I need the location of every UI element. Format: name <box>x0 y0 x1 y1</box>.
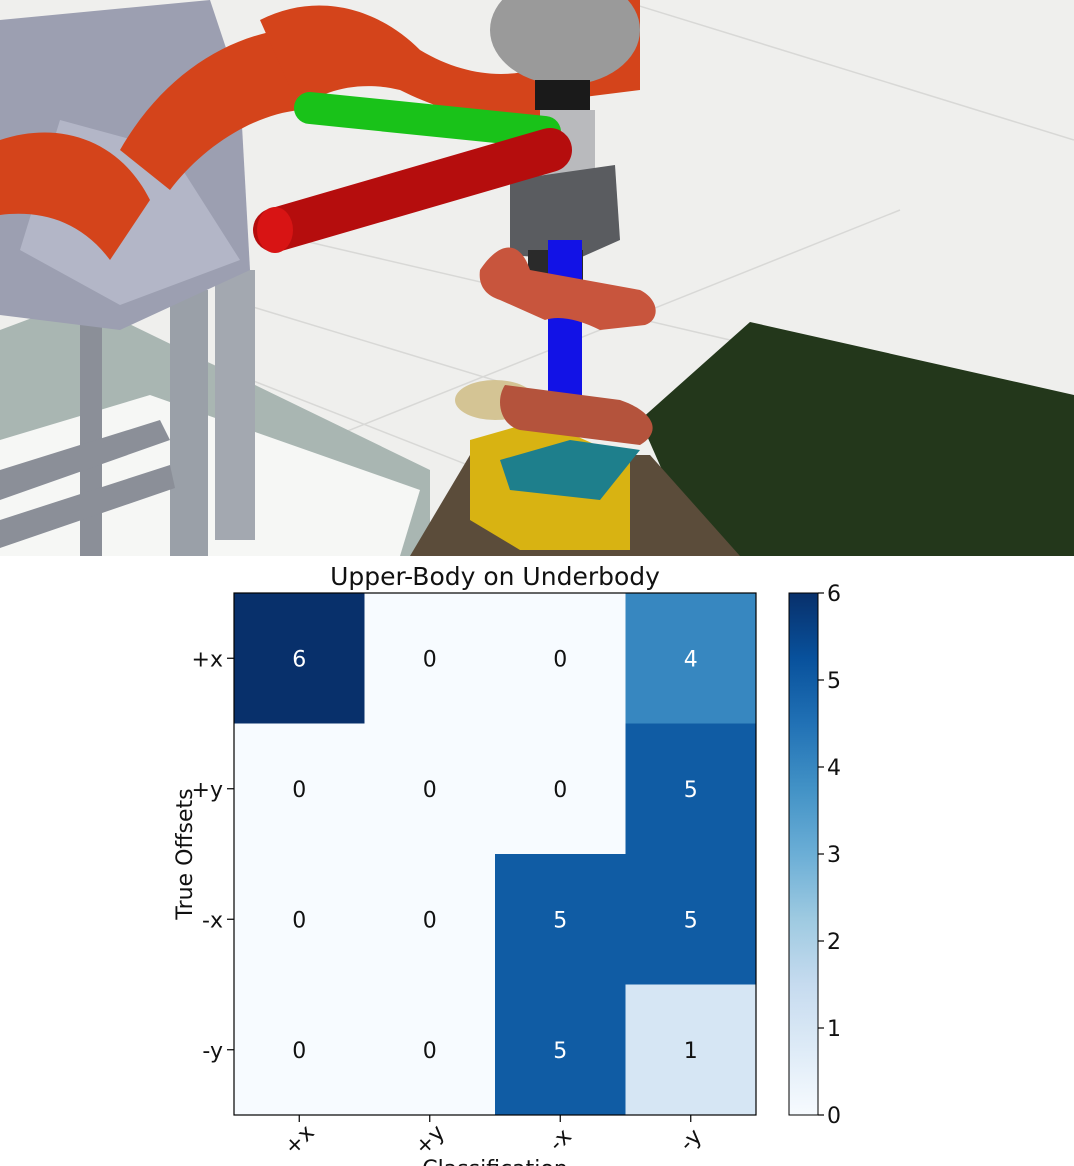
colorbar-tick-label: 1 <box>827 1017 841 1042</box>
colorbar-tick-label: 4 <box>827 756 841 781</box>
plot-frame <box>233 592 757 1116</box>
heatmap-cell <box>495 984 626 1116</box>
cell-value-label: 5 <box>553 908 567 933</box>
heatmap-cell <box>234 854 365 985</box>
axis-y-cylinder <box>294 92 561 148</box>
cell-value-label: 0 <box>292 1039 306 1064</box>
axis-x-cap <box>257 207 293 253</box>
x-ticks: +x +y -x -y <box>280 1115 707 1160</box>
heatmap-cell <box>364 984 496 1116</box>
colorbar <box>788 592 819 1116</box>
cell-value-label: 0 <box>292 908 306 933</box>
heatmap-cell <box>234 984 365 1116</box>
colorbar-tick-label: 5 <box>827 669 841 694</box>
x-tick-label: +x <box>280 1120 320 1160</box>
heatmap-cell <box>495 723 626 855</box>
cell-value-label: 0 <box>423 647 437 672</box>
heatmap-cell <box>364 723 496 855</box>
cell-value-label: 6 <box>292 647 306 672</box>
heatmap-cell <box>495 593 626 724</box>
teal-part <box>500 440 640 500</box>
colorbar-tick-label: 0 <box>827 1104 841 1129</box>
wrist-flange <box>535 80 590 110</box>
x-tick-label: -x <box>544 1124 577 1157</box>
green-mat <box>640 322 1074 556</box>
y-tick-label: -y <box>202 1039 223 1064</box>
heatmap-cell <box>625 984 757 1116</box>
colorbar-tick-label: 3 <box>827 843 841 868</box>
gripper-body <box>510 165 620 260</box>
x-tick-label: +y <box>410 1120 450 1160</box>
cell-value-label: 0 <box>423 1039 437 1064</box>
heatmap-cell <box>625 593 757 724</box>
colorbar-tick-label: 2 <box>827 930 841 955</box>
colorbar-tick-label: 6 <box>827 582 841 607</box>
x-axis-label: Classification <box>422 1157 568 1166</box>
heatmap-cell <box>364 593 496 724</box>
cell-value-label: 5 <box>553 1039 567 1064</box>
cell-value-label: 0 <box>292 778 306 803</box>
cell-value-label: 5 <box>684 908 698 933</box>
cell-value-label: 0 <box>553 778 567 803</box>
cell-value-label: 0 <box>553 647 567 672</box>
upper-body-part <box>479 247 656 330</box>
heatmap-cells: 6 0 0 4 0 0 0 5 0 0 5 5 0 0 5 1 <box>234 593 757 1116</box>
y-axis-label: True Offsets <box>173 788 198 920</box>
heatmap-cell <box>234 593 365 724</box>
underbody-part <box>500 385 653 445</box>
heatmap-chart: Upper-Body on Underbody 6 0 0 4 0 0 0 5 0 0 5 5 0 0 5 1… <box>173 562 841 1166</box>
y-tick-label: -x <box>202 908 223 933</box>
aluminium-frame <box>0 270 255 556</box>
robot-simulation-scene <box>0 0 1074 556</box>
cell-value-label: 1 <box>684 1039 698 1064</box>
cell-value-label: 0 <box>423 908 437 933</box>
axis-x-cylinder <box>253 128 572 252</box>
heatmap-cell <box>495 854 626 985</box>
heatmap-cell <box>364 854 496 985</box>
heatmap-cell <box>625 854 757 985</box>
colorbar-ticks: 0 1 2 3 4 5 6 <box>818 582 841 1129</box>
robot-wrist <box>490 0 640 85</box>
y-ticks: +x +y -x -y <box>192 647 234 1064</box>
y-tick-label: +x <box>192 647 223 672</box>
heatmap-cell <box>625 723 757 855</box>
x-tick-label: -y <box>675 1124 707 1156</box>
heatmap-cell <box>234 723 365 855</box>
cell-value-label: 0 <box>423 778 437 803</box>
cell-value-label: 5 <box>684 778 698 803</box>
y-tick-label: +y <box>192 778 223 803</box>
cell-value-label: 4 <box>684 647 698 672</box>
chart-title: Upper-Body on Underbody <box>330 562 660 591</box>
floor-mat-inner <box>0 395 420 556</box>
